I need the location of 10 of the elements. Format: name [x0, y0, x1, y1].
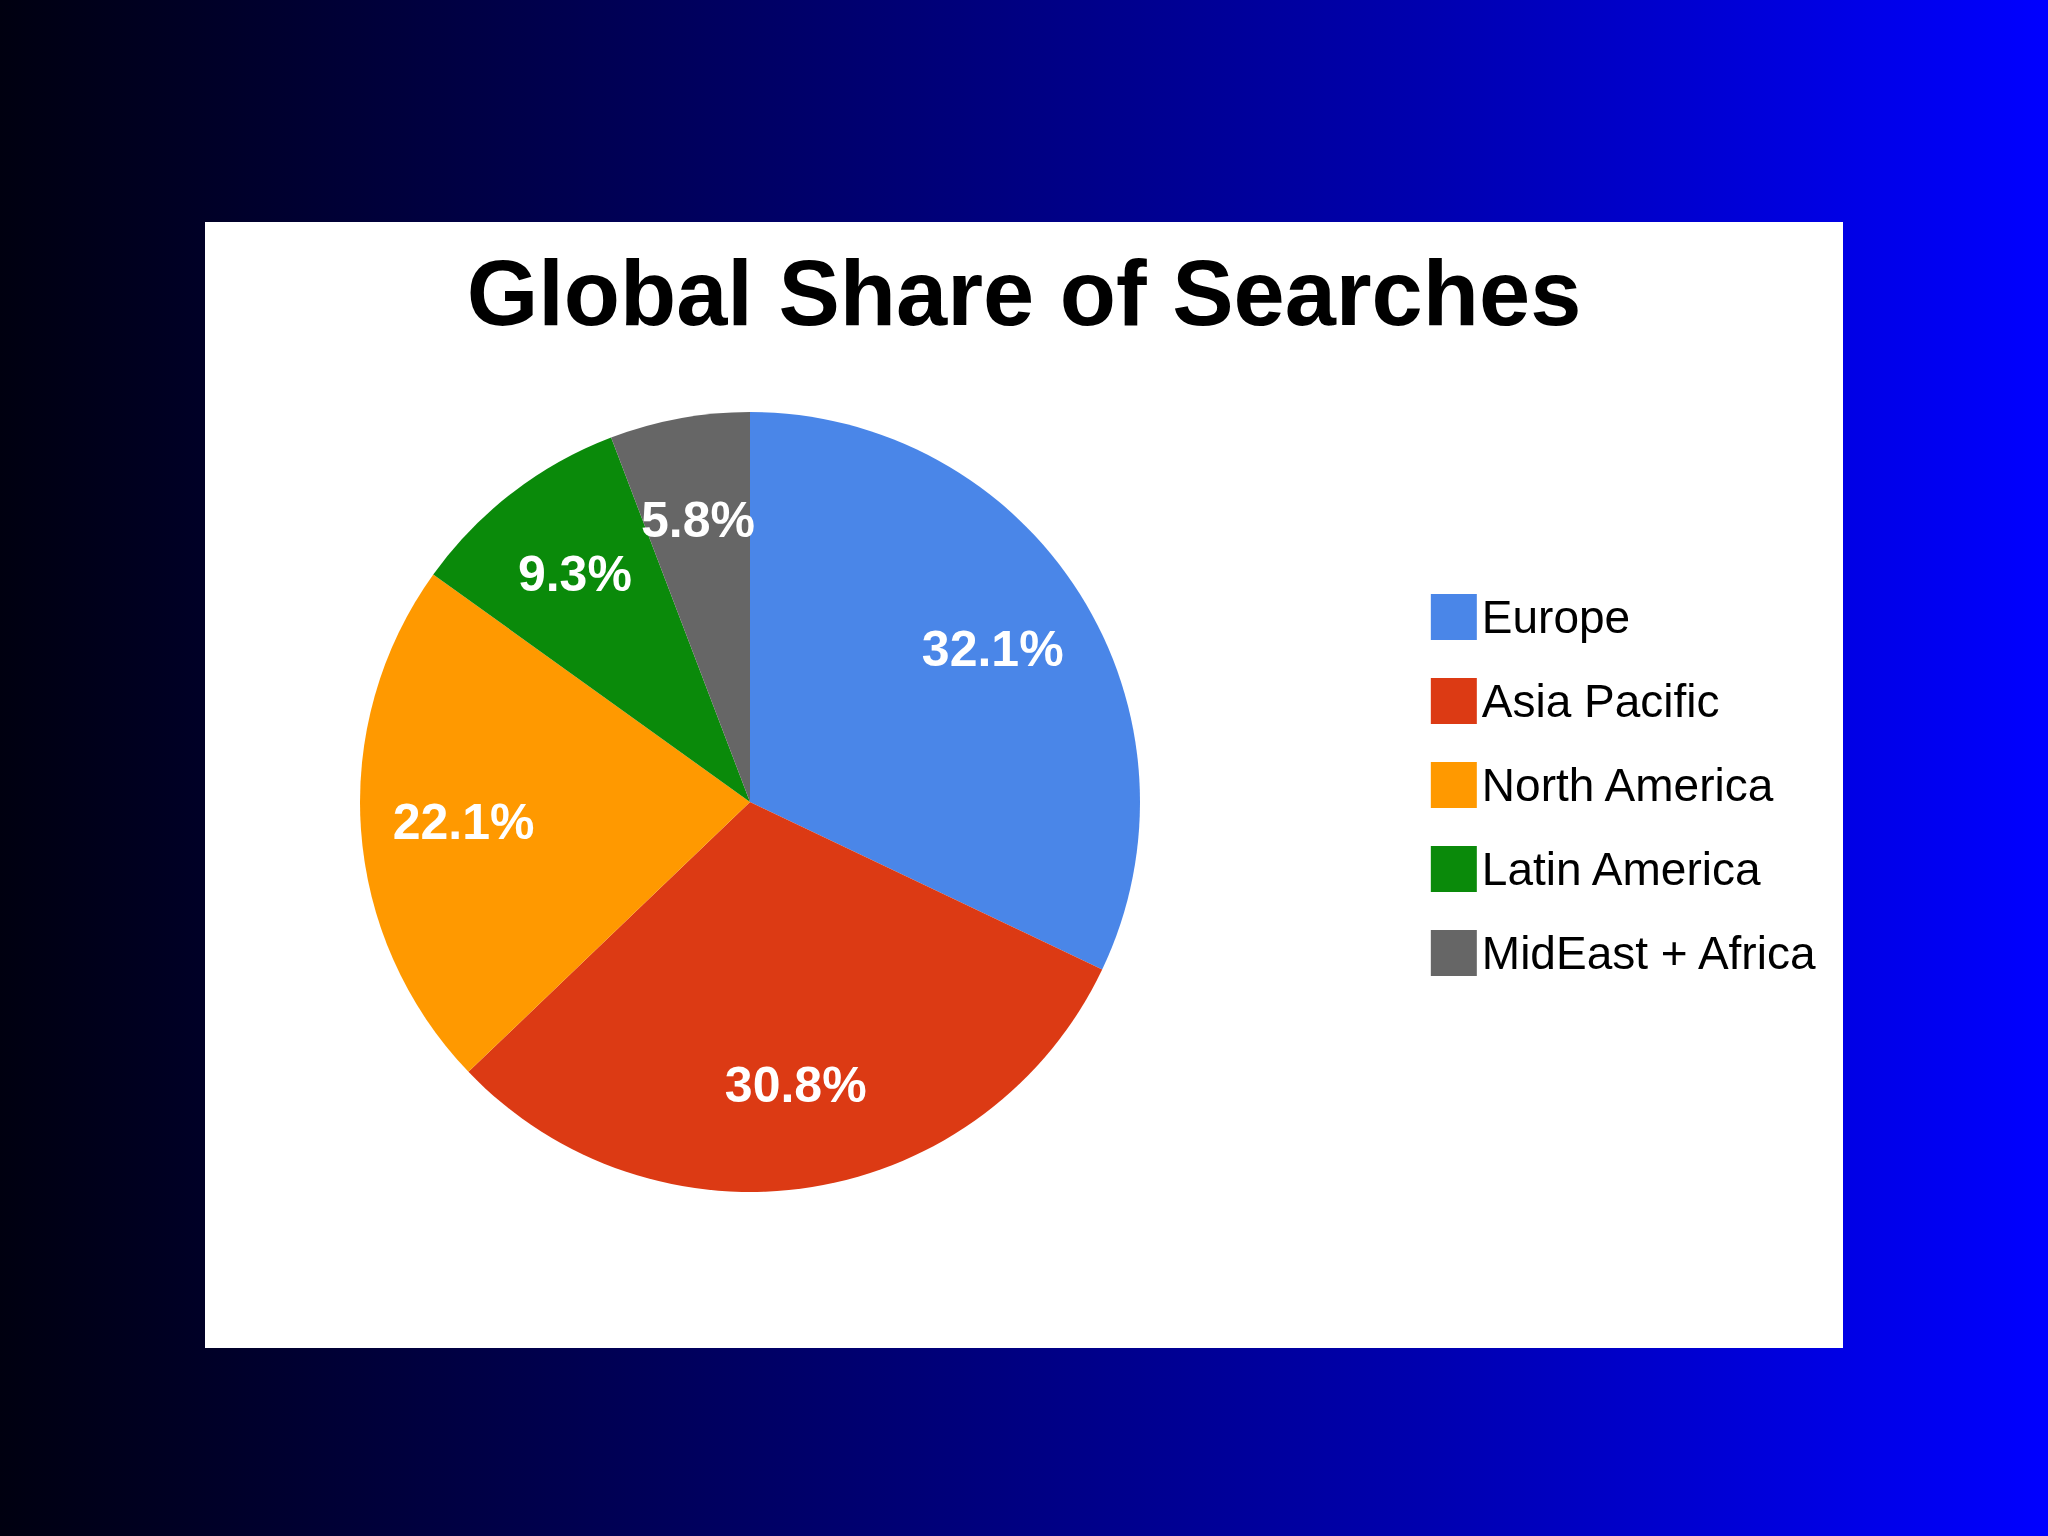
legend-label: Asia Pacific	[1481, 675, 1720, 727]
data-label: 9.3%	[517, 546, 632, 603]
legend-label: North America	[1481, 759, 1774, 811]
legend-label: MidEast + Africa	[1481, 927, 1816, 979]
legend-label: Latin America	[1481, 843, 1761, 895]
data-label: 32.1%	[921, 620, 1064, 677]
chart-title: Global Share of Searches	[466, 242, 1582, 344]
data-label: 22.1%	[392, 794, 535, 851]
data-label: 30.8%	[724, 1057, 867, 1114]
legend-label: Europe	[1481, 591, 1631, 643]
